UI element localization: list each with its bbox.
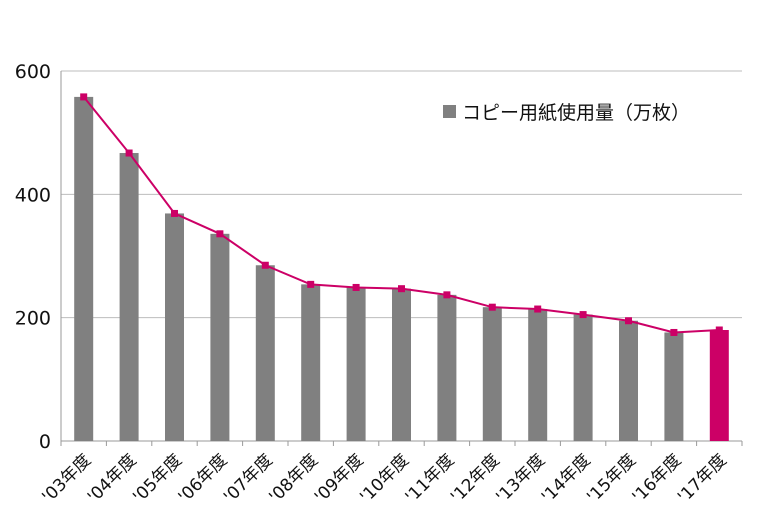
- trend-line-marker: [261, 261, 269, 269]
- bar: [165, 213, 184, 441]
- trend-line-marker: [171, 209, 178, 217]
- y-tick-label: 0: [39, 431, 51, 453]
- bar: [573, 314, 593, 441]
- bar: [301, 284, 321, 441]
- x-tick-label: '05年度: [129, 450, 186, 507]
- bar: [664, 332, 684, 441]
- x-tick-label: '17年度: [674, 450, 731, 507]
- x-tick-label: '08年度: [265, 450, 322, 507]
- x-tick-label: '15年度: [583, 450, 640, 507]
- bar: [255, 265, 275, 441]
- y-tick-labels: 0 200 400 600: [15, 61, 51, 453]
- trend-line-marker: [670, 328, 678, 336]
- trend-line-marker: [579, 311, 587, 319]
- y-tick-label: 400: [15, 184, 51, 206]
- bars: [74, 96, 729, 442]
- bar: [119, 153, 139, 441]
- legend-label: コピー用紙使用量（万枚）: [462, 102, 690, 124]
- bar: [482, 307, 502, 441]
- trend-line-marker: [352, 283, 360, 291]
- x-tick-labels: '03年度'04年度'05年度'06年度'07年度'08年度'09年度'10年度…: [38, 450, 730, 507]
- bar: [210, 233, 230, 441]
- trend-line-marker: [216, 230, 224, 238]
- bar: [392, 288, 411, 441]
- legend-marker: [443, 105, 456, 118]
- trend-line-marker: [534, 305, 542, 313]
- trend-line-marker: [125, 149, 133, 157]
- x-tick-label: '06年度: [175, 450, 232, 507]
- x-tick-label: '16年度: [629, 450, 686, 507]
- trend-line: [80, 93, 723, 336]
- trend-line-marker: [443, 291, 451, 299]
- trend-line-marker: [307, 280, 315, 288]
- x-tick-label: '10年度: [356, 450, 413, 507]
- x-tick-label: '11年度: [402, 450, 459, 507]
- y-tick-label: 200: [15, 308, 51, 330]
- bar: [709, 330, 729, 441]
- x-tick-label: '04年度: [84, 450, 141, 507]
- trend-line-marker: [80, 93, 88, 101]
- trend-line-marker: [715, 326, 723, 334]
- trend-line-marker: [625, 317, 632, 325]
- x-tick-label: '03年度: [38, 450, 95, 507]
- bar: [528, 309, 548, 441]
- bar: [346, 287, 366, 441]
- bar: [619, 320, 638, 441]
- bar: [74, 96, 94, 442]
- x-tick-label: '14年度: [538, 450, 595, 507]
- y-tick-label: 600: [15, 61, 51, 83]
- legend: コピー用紙使用量（万枚）: [443, 102, 690, 124]
- x-tick-label: '12年度: [447, 450, 504, 507]
- x-tick-label: '07年度: [220, 450, 277, 507]
- trend-line-marker: [398, 285, 405, 293]
- x-tick-label: '13年度: [492, 450, 549, 507]
- bar: [437, 294, 457, 441]
- trend-line-marker: [488, 303, 496, 311]
- x-tick-label: '09年度: [311, 450, 368, 507]
